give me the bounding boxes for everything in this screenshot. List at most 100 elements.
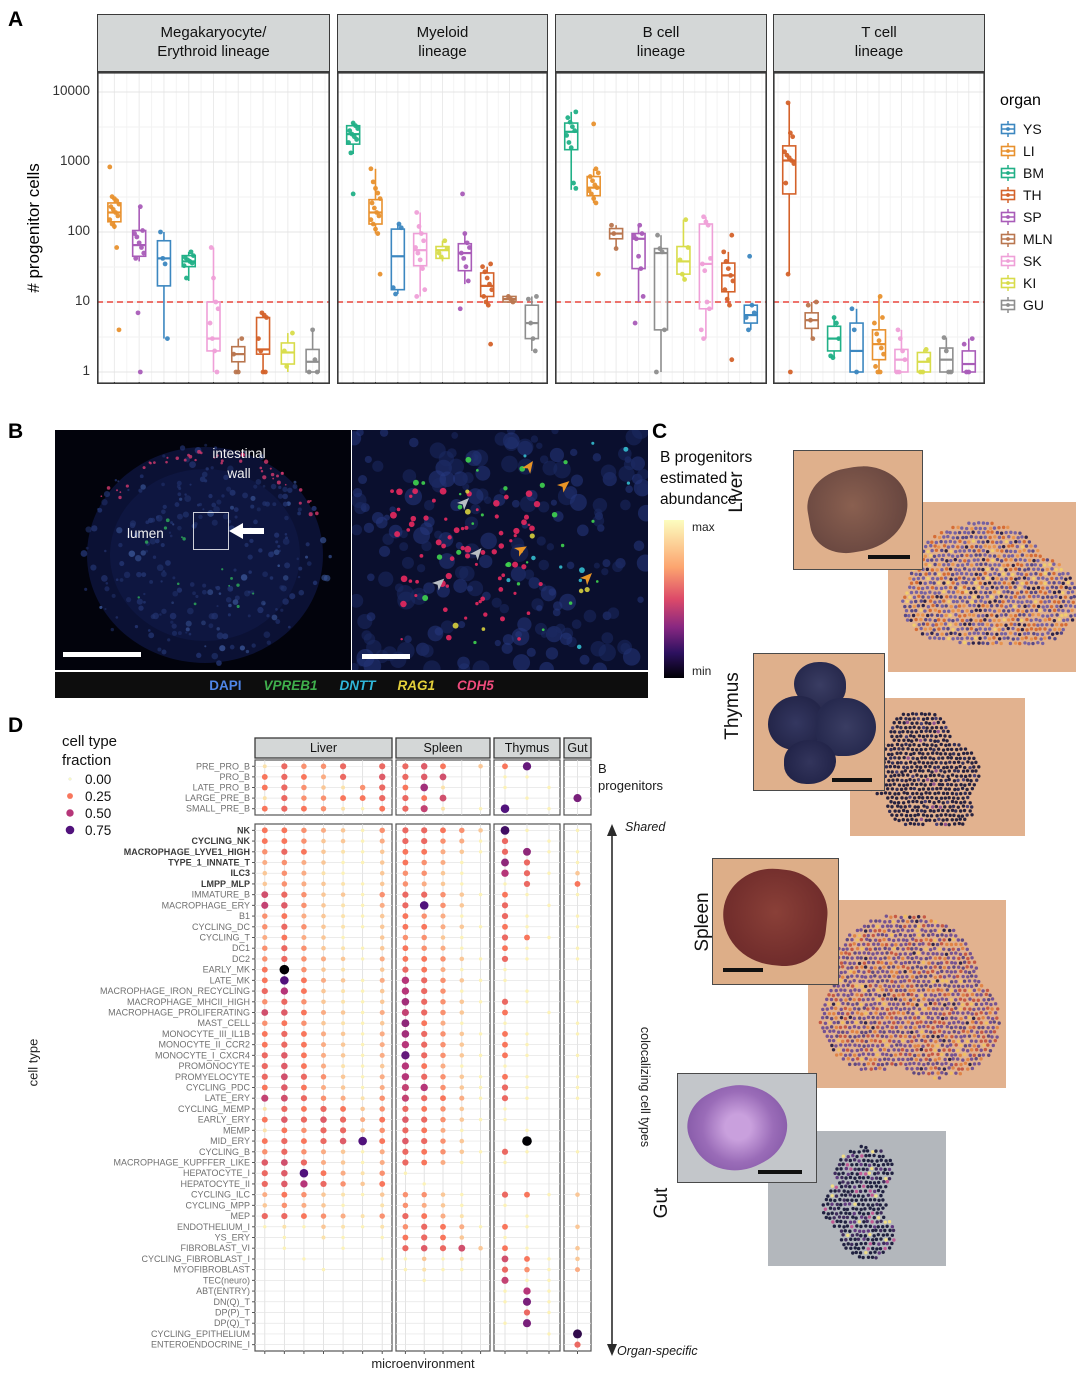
- tissue-section: [80, 443, 332, 666]
- cell-type-label: LMPP_MLP: [201, 879, 250, 889]
- fraction-dot: [281, 1191, 288, 1198]
- fraction-dot: [402, 1191, 409, 1198]
- fraction-dot: [281, 1127, 288, 1134]
- cell-type-label: LATE_MK: [210, 975, 250, 985]
- fraction-dot: [460, 1160, 464, 1165]
- cell-type-label: MACROPHAGE_IRON_RECYCLING: [100, 986, 250, 996]
- boxplot-KI: [916, 347, 932, 375]
- fraction-dot: [547, 850, 551, 854]
- fraction-dot: [301, 1202, 307, 1208]
- fraction-dot: [340, 956, 346, 962]
- fraction-dot: [421, 1030, 428, 1038]
- fraction-dot: [402, 1116, 409, 1123]
- fraction-dot: [460, 1021, 464, 1025]
- fraction-dot: [301, 859, 307, 866]
- fraction-dot: [281, 1148, 288, 1155]
- fraction-dot: [440, 1074, 446, 1080]
- fraction-dot: [440, 1041, 446, 1048]
- fraction-dot: [340, 1010, 346, 1015]
- fraction-dot: [503, 775, 507, 779]
- fraction-dot: [421, 1148, 428, 1155]
- fraction-dot: [575, 1192, 580, 1197]
- fraction-dot: [321, 838, 326, 844]
- fraction-dot: [281, 1169, 288, 1177]
- fraction-dot: [402, 1159, 409, 1166]
- fraction-dot: [439, 1245, 447, 1252]
- cell-type-label: MACROPHAGE_ERY: [162, 900, 250, 910]
- fraction-dot: [321, 903, 326, 908]
- fraction-dot: [320, 1042, 327, 1048]
- fraction-dot: [401, 1030, 410, 1038]
- fraction-dot: [302, 1225, 306, 1229]
- fraction-dot: [360, 1053, 365, 1058]
- fraction-dot: [501, 1084, 509, 1091]
- fraction-dot: [441, 806, 445, 811]
- fraction-dot: [321, 1267, 326, 1272]
- fraction-dot: [402, 1105, 409, 1113]
- fraction-dot: [503, 882, 507, 886]
- sp-gut-dots: [821, 1144, 896, 1260]
- fraction-dot: [321, 1203, 326, 1208]
- boxplot-key-icon: [1000, 165, 1016, 181]
- cell-type-label: TEC(neuro): [203, 1275, 250, 1285]
- sp-spleen-dots: [818, 914, 1001, 1080]
- fraction-dot: [478, 1075, 483, 1079]
- microenvironment-dotplot: Liver Spleen Thymus Gut PRE_PRO_BPRO_BLATE_P…: [100, 737, 592, 1371]
- fraction-dot: [321, 913, 326, 919]
- organ-legend-items: YS LI BM TH SP MLN SK KI GU: [1000, 118, 1053, 316]
- fraction-dot: [440, 1106, 446, 1112]
- fraction-dot: [379, 763, 386, 770]
- fraction-dot: [379, 956, 385, 962]
- panel-d-label: D: [8, 714, 24, 737]
- fraction-dot: [440, 1192, 446, 1197]
- fraction-dot: [360, 1160, 365, 1165]
- fraction-dot: [402, 848, 409, 855]
- boxplot-SK: [894, 327, 909, 375]
- fraction-dot: [459, 1117, 465, 1122]
- fraction-dot: [300, 1009, 307, 1016]
- cell-type-label: DN(Q)_T: [214, 1297, 251, 1307]
- fraction-dot: [360, 839, 365, 843]
- fraction-dot: [575, 914, 580, 918]
- fraction-dot: [525, 1000, 529, 1004]
- fraction-dot: [547, 1010, 551, 1015]
- c-organ-label-liver: Liver: [726, 471, 747, 513]
- fraction-dot: [478, 1053, 483, 1058]
- fraction-dot: [459, 838, 465, 844]
- fraction-dot: [281, 998, 288, 1005]
- fraction-dot: [300, 1105, 307, 1112]
- fraction-dot: [478, 1096, 483, 1100]
- fraction-dot: [525, 796, 529, 800]
- fraction-dot: [360, 1042, 365, 1047]
- a-facet-plot-2: [555, 72, 767, 384]
- fraction-dot: [320, 1170, 327, 1177]
- fraction-dot: [360, 860, 365, 865]
- fraction-dot: [421, 1234, 428, 1241]
- c-organ-label-thymus: Thymus: [722, 672, 743, 740]
- thymus-inset-scale-bar: [832, 778, 872, 782]
- cell-type-label: EARLY_MK: [203, 965, 250, 975]
- fraction-dot: [575, 1150, 580, 1154]
- cell-type-label: MEP: [230, 1211, 250, 1221]
- shared-organ-specific-arrow-icon: [607, 824, 617, 1356]
- fraction-dot: [501, 955, 509, 963]
- fraction-dot: [379, 849, 385, 855]
- fraction-dot: [262, 913, 268, 919]
- fraction-dot: [379, 1170, 385, 1176]
- fraction-dot: [459, 1149, 465, 1155]
- a-y-tick: 10: [74, 293, 90, 308]
- fraction-dot: [421, 795, 428, 802]
- fraction-dot: [547, 806, 551, 811]
- fraction-dot: [301, 999, 307, 1005]
- boxplot-LI: [368, 166, 383, 277]
- fraction-dot: [301, 1127, 307, 1134]
- fraction-dot: [262, 1106, 267, 1111]
- fraction-dot: [300, 1213, 307, 1220]
- fraction-dot: [340, 1149, 346, 1155]
- fraction-dot: [360, 1000, 365, 1004]
- fraction-dot: [421, 966, 428, 973]
- fraction-dot: [341, 1203, 345, 1208]
- fraction-dot: [525, 1225, 529, 1229]
- spleen-tissue-blob: [718, 863, 832, 971]
